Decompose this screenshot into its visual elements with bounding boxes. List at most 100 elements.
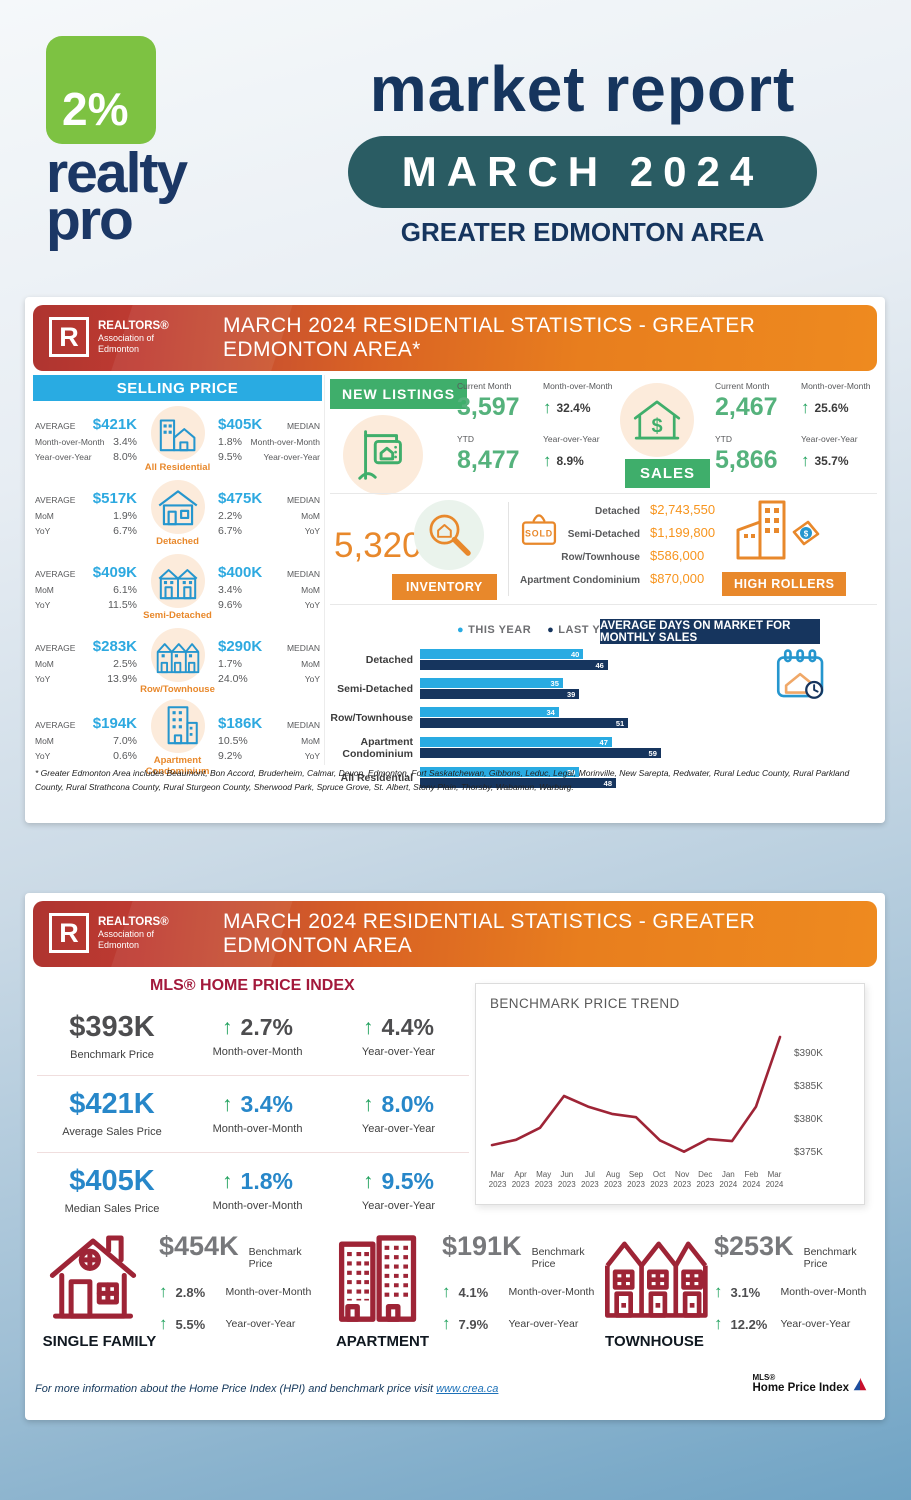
trend-x-tick: Jul 2023 [580, 1170, 599, 1190]
residential-stats-panel: R REALTORS® Association of Edmonton MARC… [25, 297, 885, 823]
up-arrow-icon: ↑ [801, 450, 810, 470]
up-arrow-icon: ↑ [442, 1314, 451, 1333]
bar-category-label: All Residential [340, 772, 413, 784]
panel1-banner-title: MARCH 2024 RESIDENTIAL STATISTICS - GREA… [223, 314, 756, 361]
median-stats: $475K MEDIAN 2.2% MoM 6.7% YoY [218, 489, 320, 537]
up-arrow-icon: ↑ [714, 1282, 723, 1301]
average-stats: AVERAGE $194K MoM 7.0% YoY 0.6% [35, 714, 137, 762]
new-listings-mom: 32.4% [556, 400, 591, 415]
panel2-banner-title: MARCH 2024 RESIDENTIAL STATISTICS - GREA… [223, 910, 756, 957]
days-on-market-group: Row/Townhouse 34 51 [322, 707, 667, 729]
sold-item-label: Semi-Detached [567, 529, 640, 540]
inventory-count: 5,320 [334, 526, 422, 565]
inventory-magnifier-icon [414, 500, 484, 570]
benchmark-trend-card: BENCHMARK PRICE TREND $390K $385K $380K $37… [475, 983, 865, 1205]
median-stats: $290K MEDIAN 1.7% MoM 24.0% YoY [218, 637, 320, 685]
svg-text:$: $ [651, 416, 662, 438]
this-year-bar: 35 [420, 678, 563, 688]
realtors-r-icon: R [49, 913, 89, 953]
hpi-stat-row: $421K Average Sales Price ↑ 3.4% Month-ove… [37, 1075, 469, 1152]
hpi-footer-note: For more information about the Home Pric… [35, 1383, 499, 1395]
up-arrow-icon: ↑ [801, 397, 810, 417]
trend-x-tick: Apr 2023 [511, 1170, 530, 1190]
trend-y-tick: $375K [794, 1147, 823, 1158]
panel1-banner: R REALTORS® Association of Edmonton MARC… [33, 305, 877, 371]
selling-price-row: AVERAGE $194K MoM 7.0% YoY 0.6% Apartment C… [33, 699, 322, 777]
hpi-yoy-cell: ↑ 4.4% Year-over-Year [361, 1014, 436, 1058]
trend-y-tick: $380K [794, 1114, 823, 1125]
last-year-bar: 59 [420, 748, 661, 758]
home-price-index-panel: R REALTORS® Association of Edmonton MARC… [25, 893, 885, 1420]
new-listings-yoy: 8.9% [556, 453, 584, 468]
apartment-icon [326, 1225, 426, 1334]
up-arrow-icon: ↑ [159, 1314, 168, 1333]
property-type-label: All Residential [144, 461, 211, 473]
mls-hpi-arrow-icon [853, 1377, 867, 1390]
calendar-clock-icon [773, 645, 829, 710]
realtors-association-logo: R REALTORS® Association of Edmonton [49, 317, 169, 357]
mls-hpi-logo: MLS® Home Price Index [752, 1373, 869, 1394]
property-type-label: Semi-Detached [143, 609, 212, 621]
selling-price-row: AVERAGE $283K MoM 2.5% YoY 13.9% Row/Townho… [33, 625, 322, 697]
average-stats: AVERAGE $409K MoM 6.1% YoY 11.5% [35, 563, 137, 611]
realtors-name: REALTORS® [98, 319, 169, 332]
sold-price-item: Apartment Condominium $870,000 [502, 571, 724, 594]
trend-x-tick: Nov 2023 [673, 1170, 692, 1190]
hpi-value-cell: $421K Average Sales Price [62, 1088, 162, 1138]
property-type-label: Apartment Condominium [145, 755, 210, 777]
this-year-dot-icon: ● [457, 624, 465, 636]
up-arrow-icon: ↑ [363, 1092, 374, 1116]
median-stats: $186K MEDIAN 10.5% MoM 9.2% YoY [218, 714, 320, 762]
this-year-bar: 39 [420, 767, 580, 777]
new-listings-ytd: 8,477 [457, 446, 520, 474]
high-roller-building-icon: $ [726, 496, 822, 575]
hpi-value-cell: $393K Benchmark Price [69, 1011, 155, 1061]
trend-x-tick: May 2023 [534, 1170, 553, 1190]
svg-text:$: $ [804, 530, 809, 539]
new-listings-current: 3,597 [457, 393, 520, 421]
days-chart-title: AVERAGE DAYS ON MARKET FOR MONTHLY SALES [600, 619, 820, 644]
trend-x-tick: Jun 2023 [557, 1170, 576, 1190]
trend-x-tick: Dec 2023 [696, 1170, 715, 1190]
hpi-mom-cell: ↑ 2.7% Month-over-Month [212, 1014, 303, 1058]
up-arrow-icon: ↑ [222, 1169, 233, 1193]
up-arrow-icon: ↑ [363, 1169, 374, 1193]
trend-x-axis: Mar 2023 Apr 2023 May 2023 Jun 2023 Jul 2023 Aug 20… [486, 1170, 786, 1191]
hpi-stat-row: $393K Benchmark Price ↑ 2.7% Month-over-Mo… [37, 999, 469, 1075]
single-family-icon [43, 1225, 143, 1334]
last-year-bar: 51 [420, 718, 629, 728]
high-roller-prices: Detached $2,743,550 Semi-Detached $1,199,… [502, 502, 724, 594]
last-year-bar: 46 [420, 660, 608, 670]
property-type-label: Detached [156, 535, 199, 547]
selling-price-row: AVERAGE $517K MoM 1.9% YoY 6.7% Detached $4… [33, 477, 322, 549]
sales-ytd: 5,866 [715, 446, 778, 474]
sold-price-item: Row/Townhouse $586,000 [502, 548, 724, 571]
trend-x-tick: Jan 2024 [719, 1170, 738, 1190]
last-year-dot-icon: ● [547, 624, 555, 636]
selling-price-row: AVERAGE $421K Month-over-Month 3.4% Year-o… [33, 403, 322, 475]
trend-y-tick: $385K [794, 1081, 823, 1092]
property-name: SINGLE FAMILY [42, 1333, 157, 1350]
crea-link[interactable]: www.crea.ca [436, 1383, 499, 1395]
last-year-bar: 48 [420, 778, 616, 788]
bar-category-label: Detached [365, 654, 413, 666]
hpi-yoy-cell: ↑ 9.5% Year-over-Year [361, 1168, 436, 1212]
trend-x-tick: Mar 2023 [488, 1170, 507, 1190]
days-on-market-chart: Detached 40 46 Semi-Detached 35 39 Row/T… [322, 649, 667, 796]
divider [508, 502, 509, 596]
sold-price-item: Semi-Detached $1,199,800 [502, 525, 724, 548]
median-stats: $405K MEDIAN 1.8% Month-over-Month 9.5% Yea… [218, 415, 320, 463]
selling-price-row: AVERAGE $409K MoM 6.1% YoY 11.5% Semi-Detac… [33, 551, 322, 623]
realtors-sub1: Association of [98, 332, 155, 343]
sales-house-icon: $ [620, 383, 694, 457]
up-arrow-icon: ↑ [363, 1015, 374, 1039]
trend-y-tick: $390K [794, 1048, 823, 1059]
sales-mom: 25.6% [814, 400, 849, 415]
sold-item-label: Apartment Condominium [520, 575, 640, 586]
brand-percent: 2% [62, 83, 129, 135]
report-title: market report [369, 53, 796, 125]
bar-category-label: Apartment Condominium [342, 736, 413, 760]
selling-price-header: SELLING PRICE [33, 375, 322, 401]
trend-x-tick: Aug 2023 [604, 1170, 622, 1190]
up-arrow-icon: ↑ [543, 397, 552, 417]
